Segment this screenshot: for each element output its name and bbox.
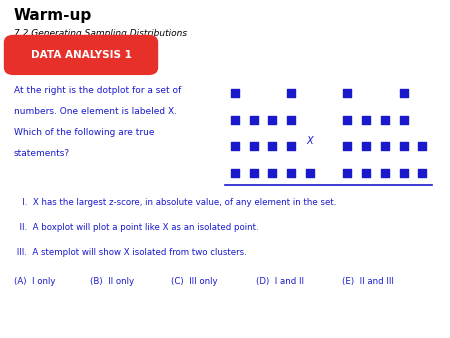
Point: [231, 171, 239, 176]
Point: [381, 144, 388, 149]
Text: (A)  I only: (A) I only: [14, 277, 55, 286]
Text: 7.2 Generating Sampling Distributions: 7.2 Generating Sampling Distributions: [14, 29, 187, 38]
Point: [288, 144, 295, 149]
Text: (D)  I and II: (D) I and II: [256, 277, 305, 286]
Text: numbers. One element is labeled X.: numbers. One element is labeled X.: [14, 107, 176, 116]
Point: [344, 90, 351, 96]
Point: [418, 171, 426, 176]
Point: [381, 171, 388, 176]
Point: [231, 117, 239, 122]
Point: [362, 117, 369, 122]
Point: [269, 144, 276, 149]
Point: [250, 144, 257, 149]
Text: X: X: [306, 137, 313, 146]
Text: I.  X has the largest z-score, in absolute value, of any element in the set.: I. X has the largest z-score, in absolut…: [14, 198, 336, 207]
FancyBboxPatch shape: [4, 35, 158, 74]
Point: [400, 171, 407, 176]
Point: [400, 90, 407, 96]
Point: [250, 171, 257, 176]
Text: (E)  II and III: (E) II and III: [342, 277, 394, 286]
Text: (B)  II only: (B) II only: [90, 277, 134, 286]
Point: [344, 144, 351, 149]
Point: [344, 171, 351, 176]
Text: DATA ANALYSIS 1: DATA ANALYSIS 1: [31, 50, 131, 60]
Point: [250, 117, 257, 122]
Point: [362, 171, 369, 176]
Text: (C)  III only: (C) III only: [171, 277, 218, 286]
Point: [400, 117, 407, 122]
Point: [362, 144, 369, 149]
Text: III.  A stemplot will show X isolated from two clusters.: III. A stemplot will show X isolated fro…: [14, 248, 246, 258]
Text: At the right is the dotplot for a set of: At the right is the dotplot for a set of: [14, 86, 181, 95]
Point: [231, 90, 239, 96]
Text: statements?: statements?: [14, 149, 70, 158]
Text: Warm-up: Warm-up: [14, 8, 92, 23]
Point: [288, 90, 295, 96]
Point: [381, 117, 388, 122]
Point: [306, 171, 313, 176]
Point: [231, 144, 239, 149]
Point: [269, 117, 276, 122]
Text: Which of the following are true: Which of the following are true: [14, 128, 154, 137]
Point: [418, 144, 426, 149]
Point: [288, 117, 295, 122]
Point: [288, 171, 295, 176]
Text: II.  A boxplot will plot a point like X as an isolated point.: II. A boxplot will plot a point like X a…: [14, 223, 258, 232]
Point: [400, 144, 407, 149]
Point: [344, 117, 351, 122]
Point: [269, 171, 276, 176]
